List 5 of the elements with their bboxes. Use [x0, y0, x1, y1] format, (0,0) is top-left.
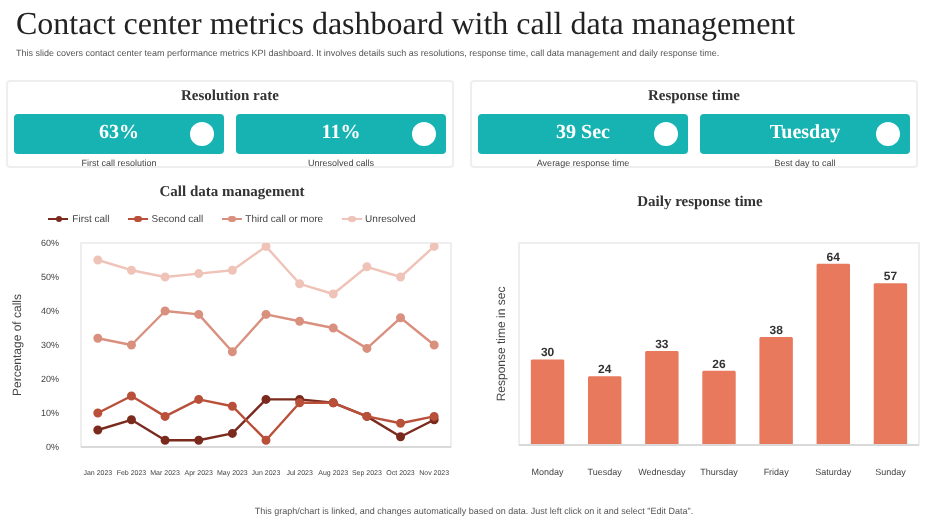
text: Contact center metrics dashboard with call data management	[16, 8, 798, 44]
text: 11%	[236, 113, 446, 154]
text: 63%	[14, 113, 224, 154]
text: Tuesday	[700, 113, 910, 154]
text: 39 Sec	[478, 113, 688, 154]
